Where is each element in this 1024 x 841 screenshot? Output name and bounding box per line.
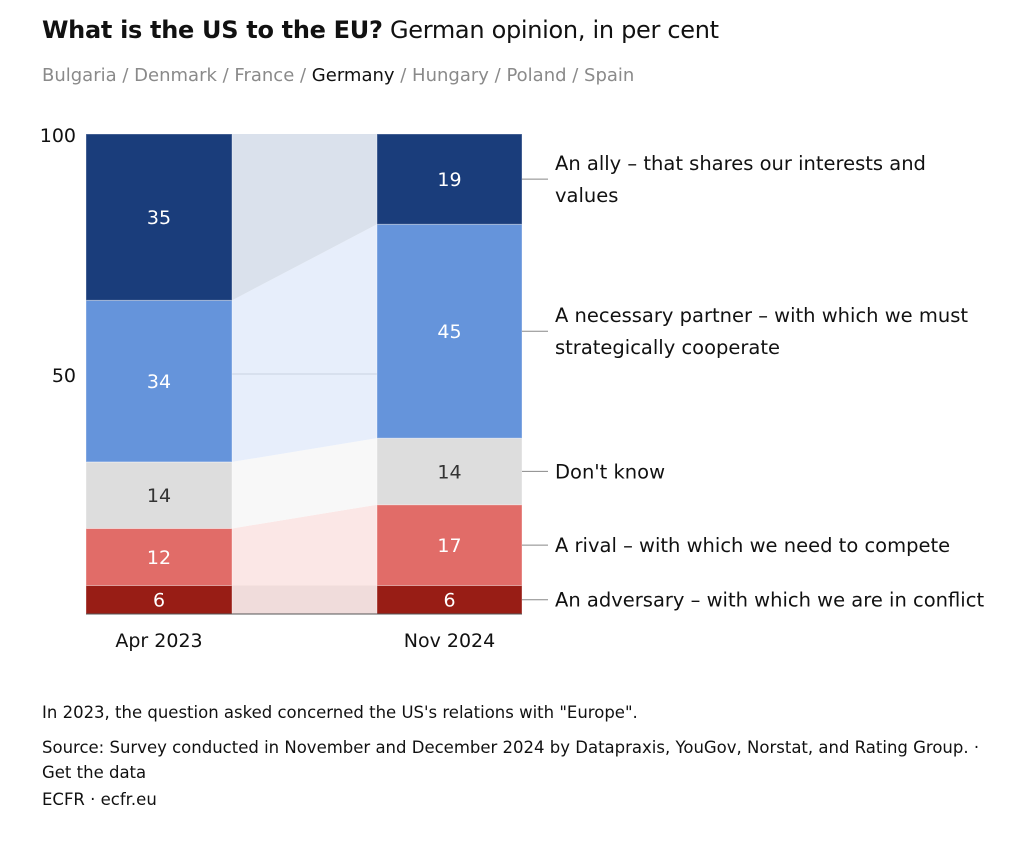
bar-segment xyxy=(85,584,233,615)
bar-segment xyxy=(376,437,523,506)
title-subtitle: German opinion, in per cent xyxy=(389,16,719,44)
separator: / xyxy=(566,65,585,86)
separator: / xyxy=(294,65,312,86)
separator: / xyxy=(216,65,235,86)
bar-segment xyxy=(85,299,233,463)
separator: / xyxy=(394,65,413,86)
flow-band xyxy=(232,504,377,586)
stacked-bar-chart: 6 6 12 17 14 14 34 45 35 19 100 50 Apr 2023 Nov 2024 A… xyxy=(40,125,985,652)
bar-segment xyxy=(85,461,233,529)
source-text: Source: Survey conducted in November and… xyxy=(42,738,969,757)
country-selector: Bulgaria / Denmark / France / Germany / … xyxy=(42,65,634,86)
bar-segment xyxy=(376,223,523,439)
bar-segment xyxy=(85,133,233,301)
series-label: A rival – with which we need to compete xyxy=(555,534,950,557)
series-label: An ally – that shares our interests and xyxy=(555,152,926,175)
x-tick-label: Apr 2023 xyxy=(115,630,202,652)
data-label: 12 xyxy=(147,547,171,569)
data-label: 14 xyxy=(147,485,171,507)
country-hungary[interactable]: Hungary xyxy=(412,65,489,86)
flow-band xyxy=(232,438,377,529)
separator: / xyxy=(116,65,135,86)
country-germany[interactable]: Germany xyxy=(311,65,395,86)
flow-band xyxy=(232,134,377,301)
y-tick-label: 50 xyxy=(52,365,76,387)
series-label: strategically cooperate xyxy=(555,336,780,359)
get-data-link[interactable]: Get the data xyxy=(42,763,147,782)
series-label: A necessary partner – with which we must xyxy=(555,304,968,327)
footnote: In 2023, the question asked concerned th… xyxy=(42,703,638,722)
series-label: values xyxy=(555,184,618,207)
source-note: Source: Survey conducted in November and… xyxy=(42,738,980,782)
data-label: 14 xyxy=(437,461,461,483)
x-tick-label: Nov 2024 xyxy=(404,630,495,652)
flow-band xyxy=(232,224,377,462)
series-label: An adversary – with which we are in conf… xyxy=(555,589,984,612)
flow-band xyxy=(232,585,377,614)
bar-segment xyxy=(376,133,523,225)
series-label: Don't know xyxy=(555,460,665,483)
country-spain[interactable]: Spain xyxy=(584,65,635,86)
data-label: 17 xyxy=(437,535,461,557)
data-label: 6 xyxy=(443,590,455,612)
data-label: 35 xyxy=(147,207,171,229)
chart-title: What is the US to the EU? German opinion… xyxy=(42,16,719,44)
bar-segment xyxy=(85,527,233,586)
title-bold: What is the US to the EU? xyxy=(42,16,383,44)
country-bulgaria[interactable]: Bulgaria xyxy=(42,65,117,86)
separator: / xyxy=(488,65,507,86)
credit: ECFR · ecfr.eu xyxy=(42,790,157,809)
y-tick-label: 100 xyxy=(40,125,76,147)
data-label: 34 xyxy=(147,371,171,393)
data-label: 45 xyxy=(437,321,461,343)
country-france[interactable]: France xyxy=(234,65,295,86)
data-label: 19 xyxy=(437,169,461,191)
country-poland[interactable]: Poland xyxy=(506,65,567,86)
bar-segment xyxy=(376,504,523,586)
country-denmark[interactable]: Denmark xyxy=(134,65,217,86)
data-label: 6 xyxy=(153,590,165,612)
